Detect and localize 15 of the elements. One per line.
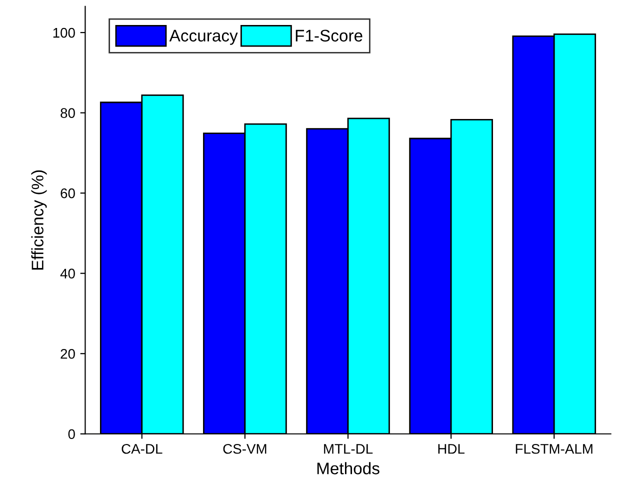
x-tick-label: CS-VM xyxy=(223,444,266,454)
x-axis-title: Methods xyxy=(317,462,380,474)
x-tick-label: FLSTM-ALM xyxy=(516,444,592,454)
x-tick-label: CA-DL xyxy=(122,444,162,454)
y-tick-label: 0 xyxy=(68,429,75,440)
legend-label: Accuracy xyxy=(169,30,238,45)
legend-label: F1-Score xyxy=(296,30,362,42)
y-tick-label: 80 xyxy=(60,108,75,118)
x-tick-label: HDL xyxy=(438,444,464,454)
y-tick-label: 20 xyxy=(60,348,75,359)
x-tick-label: MTL-DL xyxy=(324,444,373,454)
y-tick-label: 100 xyxy=(53,28,75,38)
y-tick-label: 60 xyxy=(60,188,75,198)
y-axis-title: Efficiency (%) xyxy=(31,170,47,270)
y-tick-label: 40 xyxy=(60,268,75,279)
